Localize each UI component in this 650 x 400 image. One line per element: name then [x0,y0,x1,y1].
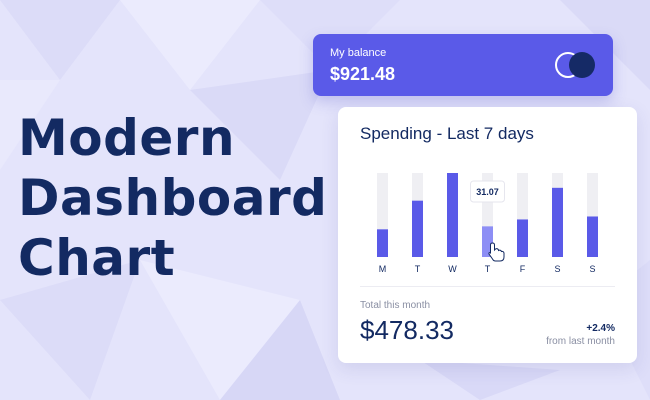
x-tick-label: T [415,264,421,274]
change-percent: +2.4% [586,323,615,334]
bar-track [482,173,493,257]
x-tick-label: S [589,264,595,274]
x-tick-label: M [379,264,387,274]
balance-card[interactable]: My balance $921.48 [313,34,613,96]
bar[interactable] [517,219,528,257]
tooltip-box [470,180,505,203]
change-label: from last month [546,336,615,347]
spending-title: Spending - Last 7 days [360,124,534,143]
bar-track [377,173,388,257]
bar-track [517,173,528,257]
headline-line-2: Dashboard [18,169,328,227]
bar-tooltip: 31.07 [470,180,505,203]
bar[interactable] [377,229,388,257]
bar[interactable] [552,187,563,257]
hand-cursor-icon [488,242,505,262]
bar-track [587,173,598,257]
x-tick-label: S [554,264,560,274]
balance-label: My balance [330,47,387,59]
tooltip-value: 31.07 [476,187,499,197]
x-tick-label: W [448,264,457,274]
card-logo-icon [555,52,595,78]
bar[interactable] [587,216,598,257]
headline-line-1: Modern [18,109,236,167]
total-label: Total this month [360,300,431,311]
headline: Modern Dashboard Chart [18,108,327,288]
balance-value: $921.48 [330,64,396,84]
headline-line-3: Chart [18,229,176,287]
x-tick-label: T [485,264,491,274]
spending-card: Spending - Last 7 days M T W T F S S 31.07 Tota… [338,107,637,363]
x-tick-label: F [520,264,526,274]
divider [360,286,615,287]
total-value: $478.33 [360,315,454,345]
bar[interactable] [447,173,458,257]
bar[interactable] [412,200,423,257]
spending-chart: M T W T F S S 31.07 [377,173,598,274]
bar[interactable] [482,226,493,257]
